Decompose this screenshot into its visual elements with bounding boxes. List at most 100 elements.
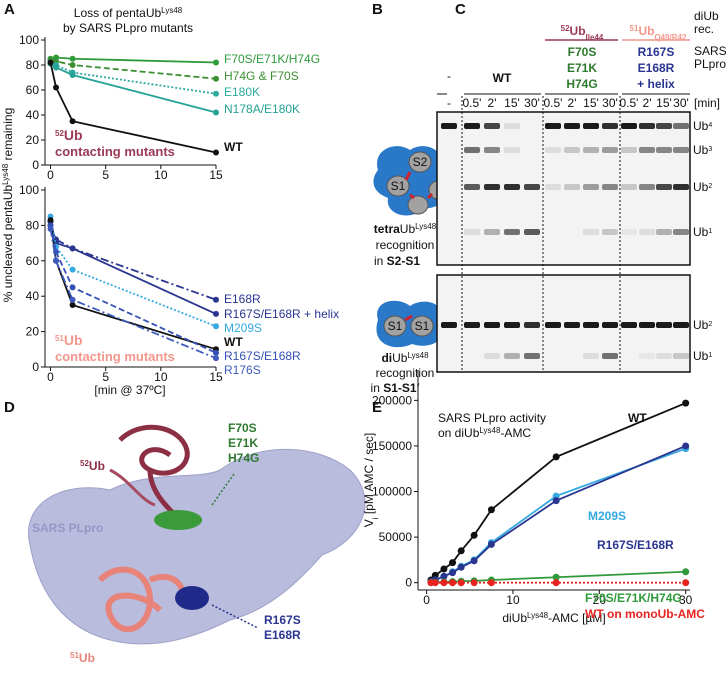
structure-label: F70S E71K H74G <box>228 421 259 465</box>
label-part: 2 <box>708 321 712 328</box>
label-part: Ub <box>693 180 709 194</box>
header-label: PLpro <box>694 57 726 71</box>
series-line <box>49 216 217 328</box>
label-part: 51 <box>55 334 64 343</box>
time-label: 0.5' <box>544 96 563 110</box>
data-point <box>552 573 560 581</box>
x-tick-label: 0 <box>47 370 54 384</box>
gel-band <box>545 184 561 190</box>
gel-band <box>504 147 520 153</box>
gel-band <box>673 184 689 190</box>
caption-part: S1-S1′ <box>383 381 419 395</box>
gel-band <box>639 123 655 129</box>
data-point <box>53 84 60 91</box>
annotation: 52Ub contacting mutants <box>55 127 175 159</box>
label-part: diUb <box>502 611 527 625</box>
gel-band <box>621 123 637 129</box>
label-part: E168R <box>264 628 301 642</box>
y-tick-label: 50000 <box>379 530 413 544</box>
data-point <box>470 579 478 587</box>
gel-band <box>639 322 655 328</box>
title-part: Q49/R42 <box>654 33 687 42</box>
label-part: 2 <box>708 183 712 190</box>
panel-label: D <box>4 399 15 416</box>
data-point <box>69 266 76 273</box>
header-label: rec. <box>694 22 714 36</box>
gel-band <box>504 229 520 235</box>
title-part: Lys48 <box>479 426 501 435</box>
structure <box>28 424 366 645</box>
band-label: Ub4 <box>693 119 712 133</box>
series-label: R167S/E168R <box>224 349 301 363</box>
label-part: Ub <box>89 459 105 473</box>
data-point <box>213 90 219 97</box>
label-part: 52 <box>55 129 64 138</box>
gel-band <box>673 322 689 328</box>
time-label: 2' <box>643 96 652 110</box>
label-part: Ub <box>693 143 709 157</box>
chart-title: SARS PLpro activity on diUbLys48-AMC <box>438 411 546 440</box>
panel-label: C <box>455 1 466 18</box>
structure-label: 51Ub <box>70 651 95 666</box>
data-point <box>682 568 690 576</box>
series-label: M209S <box>224 321 262 335</box>
caption-part: in <box>374 254 387 268</box>
gel-band <box>545 123 561 129</box>
annotation: 51Ub contacting mutants <box>55 332 175 364</box>
gel-band <box>484 322 500 328</box>
gel-band <box>583 184 599 190</box>
gel-band <box>564 184 580 190</box>
label-part: 4 <box>708 122 712 129</box>
data-point <box>213 149 219 156</box>
label-part: Lys48 <box>1 163 10 185</box>
caption-part: Lys48 <box>407 351 429 360</box>
series-label: WT on monoUb-AMC <box>585 607 705 621</box>
x-axis-label: [min @ 37ºC] <box>94 383 165 397</box>
data-point <box>487 506 495 514</box>
data-point <box>449 559 457 567</box>
series-label: N178A/E180K <box>224 102 300 116</box>
label-part: remaining <box>1 108 15 164</box>
series-label: WT <box>224 140 243 154</box>
label-part: 52 <box>80 459 89 468</box>
gel-band <box>639 147 655 153</box>
x-tick-label: 10 <box>154 168 168 182</box>
gel-band <box>602 353 618 359</box>
group-label: - <box>447 69 451 83</box>
data-point <box>470 557 478 565</box>
series-label: F70S/E71K/H74G <box>585 591 682 605</box>
y-tick-label: 40 <box>26 289 40 303</box>
site-label: S2 <box>413 155 428 169</box>
y-tick-label: 0 <box>405 576 412 590</box>
data-point <box>47 59 54 66</box>
gel-band <box>583 322 599 328</box>
y-tick-label: 100000 <box>372 485 412 499</box>
gel-band <box>656 123 672 129</box>
y-tick-label: 80 <box>26 58 40 72</box>
x-tick-label: 5 <box>102 370 109 384</box>
gel-band <box>504 184 520 190</box>
series-label: WT <box>224 335 243 349</box>
series-line <box>49 219 217 351</box>
label-part: % uncleaved pentaUb <box>1 185 15 303</box>
label-part: 51 <box>70 651 79 660</box>
data-point <box>69 72 76 78</box>
time-label: 30' <box>602 96 618 110</box>
y-tick-label: 150000 <box>372 439 412 453</box>
title-part: 52 <box>561 24 570 33</box>
group-label: E168R <box>638 61 675 75</box>
data-point <box>47 217 54 224</box>
label-part: Ub <box>693 119 709 133</box>
data-point <box>682 442 690 450</box>
series-label: F70S/E71K/H74G <box>224 52 320 66</box>
title-part: SARS PLpro activity <box>438 411 546 425</box>
gel-band <box>484 184 500 190</box>
gel-band <box>524 184 540 190</box>
label-part: [pM AMC / sec] <box>362 433 376 518</box>
x-tick-label: 0 <box>47 168 54 182</box>
data-point <box>457 563 465 571</box>
data-point <box>440 565 448 573</box>
y-axis-label: Vi [pM AMC / sec] <box>362 433 380 527</box>
band-label: Ub1 <box>693 225 712 239</box>
label-part: F70S <box>228 421 257 435</box>
